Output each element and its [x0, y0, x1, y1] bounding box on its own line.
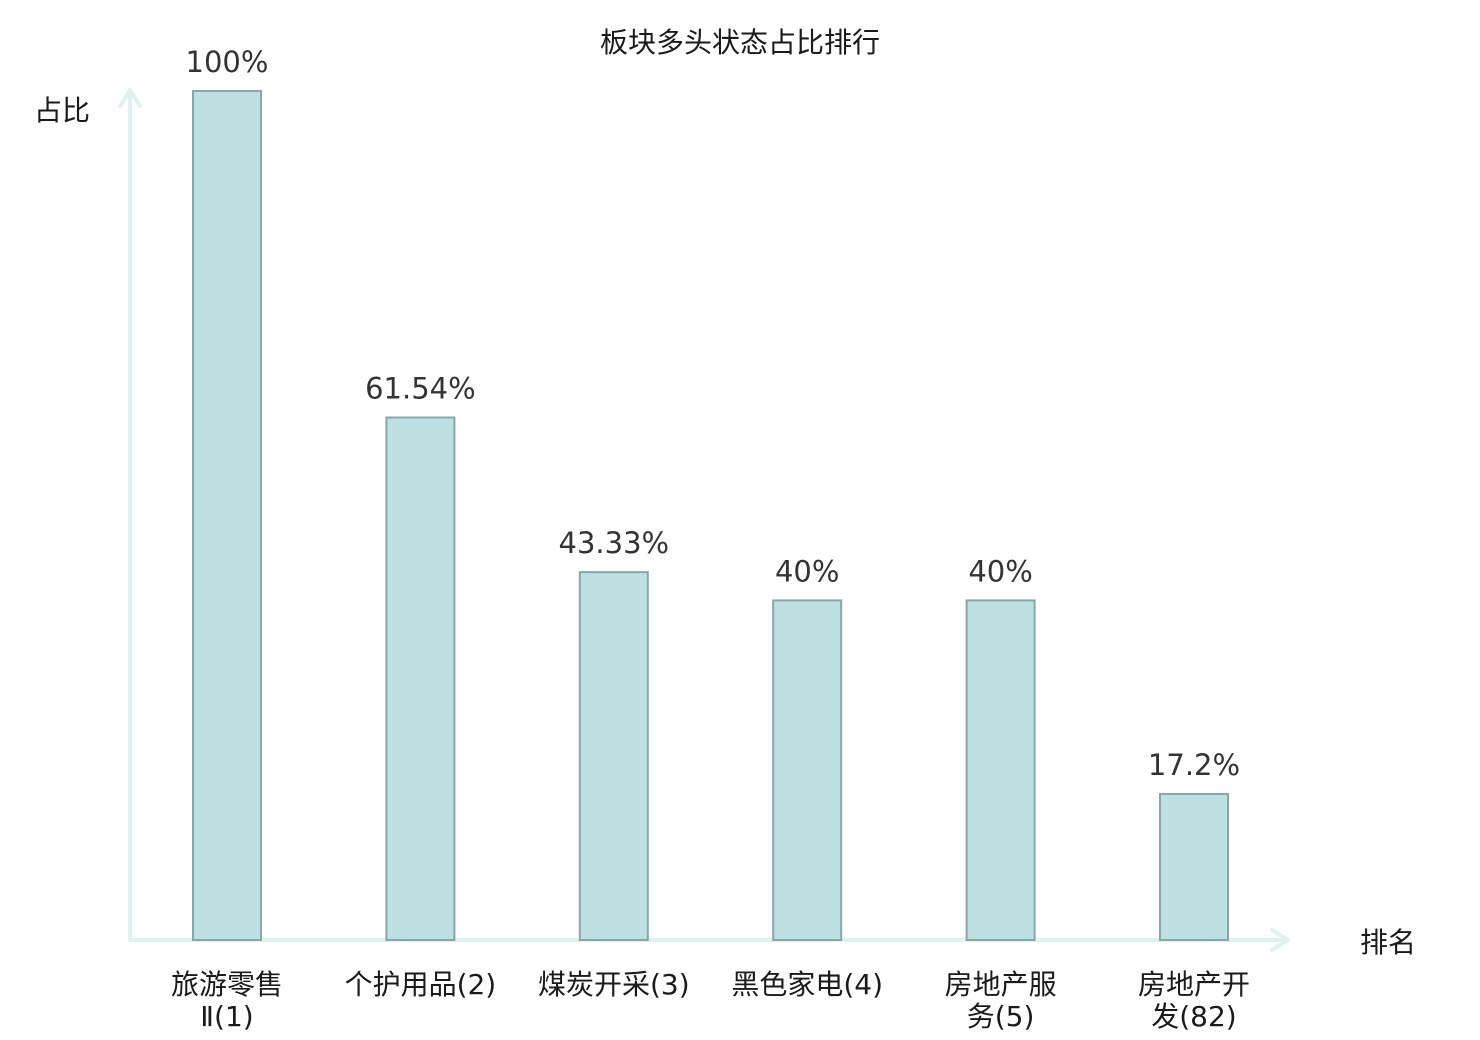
category-label-5: 房地产服务(5) [945, 968, 1057, 1033]
bar-6 [1159, 792, 1229, 941]
category-label-3: 煤炭开采(3) [538, 968, 690, 1001]
x-axis-arrow [1270, 928, 1290, 952]
x-axis-label: 排名 [1360, 926, 1416, 959]
bar-4 [772, 599, 843, 942]
value-label-3: 43.33% [559, 526, 670, 560]
category-label-line: 个护用品(2) [345, 968, 497, 1001]
category-label-line: 务(5) [967, 1000, 1035, 1033]
bars [192, 90, 1229, 942]
category-label-line: Ⅱ(1) [200, 1000, 253, 1033]
category-label-line: 房地产服 [945, 968, 1057, 1001]
chart-title: 板块多头状态占比排行 [600, 26, 880, 59]
category-label-line: 旅游零售 [171, 968, 283, 1001]
category-labels: 旅游零售 Ⅱ(1)个护用品(2) 煤炭开采(3) 黑色家电(4) 房地产服务(5)房地产… [171, 968, 1250, 1033]
category-label-2: 个护用品(2) [345, 968, 497, 1001]
value-labels: 100% 61.54% 43.33% 40% 40% 17.2% [186, 45, 1241, 782]
category-label-6: 房地产开发(82) [1138, 968, 1250, 1033]
category-label-1: 旅游零售 Ⅱ(1) [171, 968, 283, 1033]
value-label-5: 40% [968, 554, 1032, 588]
value-label-6: 17.2% [1148, 748, 1240, 782]
y-axis-label: 占比 [34, 94, 90, 127]
category-label-line: 黑色家电(4) [731, 968, 883, 1001]
axes [118, 88, 1290, 952]
category-label-line: 发(82) [1151, 1000, 1236, 1033]
bar-3 [578, 571, 649, 941]
category-label-line: 煤炭开采(3) [538, 968, 690, 1001]
category-label-4: 黑色家电(4) [731, 968, 883, 1001]
category-label-line: 房地产开 [1138, 968, 1250, 1001]
value-label-1: 100% [186, 45, 269, 79]
value-label-4: 40% [775, 554, 839, 588]
bar-1 [192, 90, 262, 941]
value-label-2: 61.54% [365, 372, 476, 406]
y-axis-arrow [118, 88, 142, 108]
bar-5 [965, 599, 1036, 942]
bar-2 [385, 416, 456, 941]
